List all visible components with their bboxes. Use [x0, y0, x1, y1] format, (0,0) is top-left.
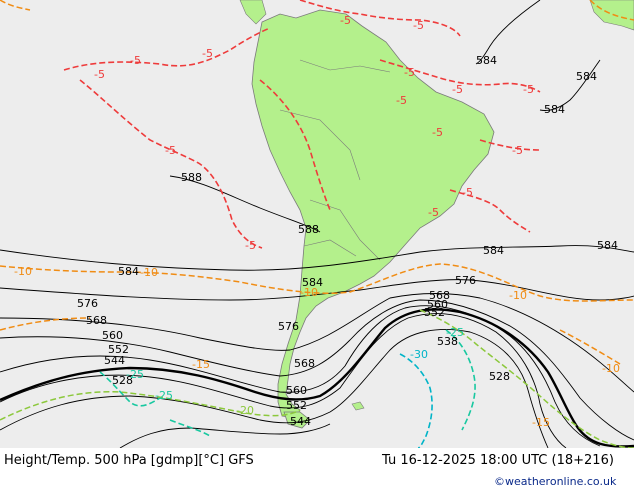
height-label: 552 — [108, 343, 129, 356]
height-label: 584 — [544, 103, 565, 116]
height-label: 576 — [278, 320, 299, 333]
height-label: 584 — [476, 54, 497, 67]
isotherm-minus20 — [0, 309, 634, 449]
temp-label: -5 — [130, 54, 141, 67]
central-america — [239, 0, 267, 25]
temp-label: -30 — [410, 348, 428, 361]
isotherm-minus10 — [0, 0, 634, 365]
height-label: 528 — [112, 374, 133, 387]
credit-link[interactable]: ©weatheronline.co.uk — [494, 475, 617, 488]
temp-label: -10 — [509, 289, 527, 302]
height-label: 544 — [104, 354, 125, 367]
height-label: 584 — [118, 265, 139, 278]
height-label: 568 — [429, 289, 450, 302]
tierra-del-fuego — [283, 411, 311, 429]
height-label: 560 — [427, 298, 448, 311]
temp-label: -5 — [340, 14, 351, 27]
height-label: 552 — [286, 399, 307, 412]
temp-label: -15 — [532, 416, 550, 429]
temp-label: -5 — [413, 19, 424, 32]
country-borders — [279, 59, 391, 261]
height-label: 560 — [102, 329, 123, 342]
temp-label: -10 — [14, 265, 32, 278]
temp-label: -25 — [155, 389, 173, 402]
height-contour-552-bold — [0, 308, 634, 448]
height-label: 584 — [483, 244, 504, 257]
temp-label: -25 — [446, 326, 464, 339]
temp-label: -10 — [140, 266, 158, 279]
temp-label: -5 — [94, 68, 105, 81]
height-label: 552 — [424, 306, 445, 319]
temp-label: -10 — [602, 362, 620, 375]
isotherm-minus25 — [99, 329, 476, 437]
temp-label: -5 — [432, 126, 443, 139]
temp-label: -5 — [396, 94, 407, 107]
height-label: 560 — [286, 384, 307, 397]
height-label: 588 — [181, 171, 202, 184]
height-label: 528 — [489, 370, 510, 383]
temp-label: -5 — [523, 83, 534, 96]
height-label: 576 — [455, 274, 476, 287]
africa-edge — [589, 0, 634, 31]
height-label: 538 — [437, 335, 458, 348]
footer-bar: Height/Temp. 500 hPa [gdmp][°C] GFS Tu 1… — [0, 448, 634, 490]
temp-label: -5 — [165, 144, 176, 157]
forecast-datetime: Tu 16-12-2025 18:00 UTC (18+216) — [382, 453, 614, 468]
height-contours — [0, 0, 634, 449]
height-label: 588 — [298, 223, 319, 236]
map-title: Height/Temp. 500 hPa [gdmp][°C] GFS — [4, 453, 254, 468]
temp-label: -5 — [428, 206, 439, 219]
temp-label: -5 — [512, 144, 523, 157]
temp-label: -5 — [202, 47, 213, 60]
height-label: 568 — [86, 314, 107, 327]
south-america-landmass — [251, 9, 495, 419]
temp-label: -20 — [236, 404, 254, 417]
temp-label: -25 — [126, 368, 144, 381]
height-label: 584 — [302, 276, 323, 289]
temp-label: -10 — [300, 286, 318, 299]
temp-label: -5 — [404, 66, 415, 79]
height-label: 584 — [576, 70, 597, 83]
height-label: 576 — [77, 297, 98, 310]
falkland-islands — [351, 401, 365, 411]
temp-label: -5 — [245, 239, 256, 252]
temp-label: -5 — [452, 83, 463, 96]
height-label: 544 — [290, 415, 311, 428]
isotherm-minus30 — [399, 353, 433, 449]
isotherm-minus5 — [63, 0, 541, 249]
height-label: 584 — [597, 239, 618, 252]
temp-label: -5 — [462, 186, 473, 199]
height-label: 568 — [294, 357, 315, 370]
temp-label: -15 — [192, 358, 210, 371]
